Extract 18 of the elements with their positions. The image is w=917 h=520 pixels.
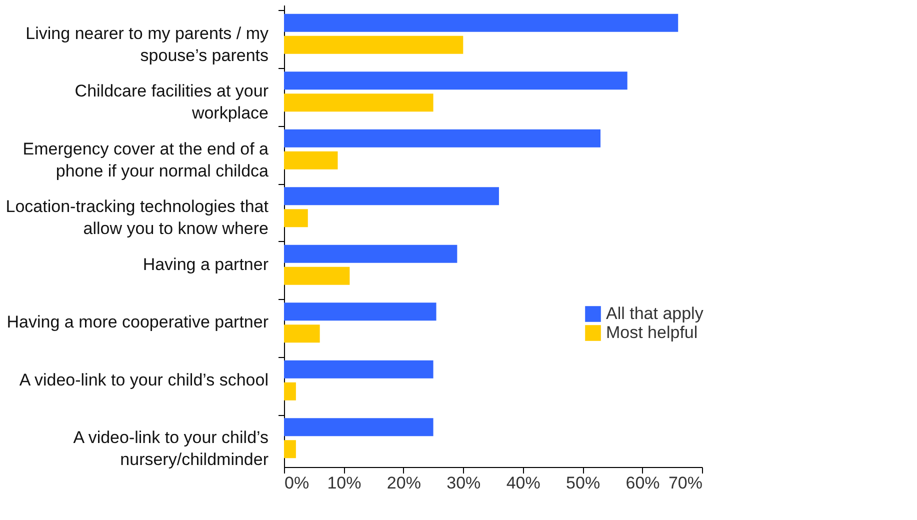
x-tick-label: 50%: [566, 474, 600, 492]
y-tick-label: A video-link to your child’s school: [19, 370, 268, 390]
y-tick-label: Emergency cover at the end of a phone if your normal childca: [22, 139, 270, 180]
y-tick-label: Having a more cooperative partner: [6, 312, 269, 332]
legend-label: All that apply: [606, 304, 704, 323]
y-tick-label: Having a partner: [142, 254, 269, 274]
y-tick-label: Location-tracking technologies that allow you to know where: [6, 197, 269, 238]
legend-label: Most helpful: [606, 323, 698, 342]
y-tick-label: Living nearer to my parents / my spouse’s parents: [26, 24, 269, 65]
x-tick-label: 20%: [386, 474, 421, 492]
x-tick-label: 40%: [506, 474, 540, 492]
x-tick-label: 30%: [446, 474, 481, 492]
y-tick-label: Childcare facilities at your workplace: [74, 82, 269, 123]
x-tick-label: 0%: [284, 474, 310, 492]
y-tick-label: A video-link to your child’s nursery/childminder: [73, 428, 269, 470]
x-tick-label: 70%: [668, 474, 702, 492]
x-tick-label: 60%: [626, 474, 660, 492]
x-tick-label: 10%: [327, 474, 362, 492]
